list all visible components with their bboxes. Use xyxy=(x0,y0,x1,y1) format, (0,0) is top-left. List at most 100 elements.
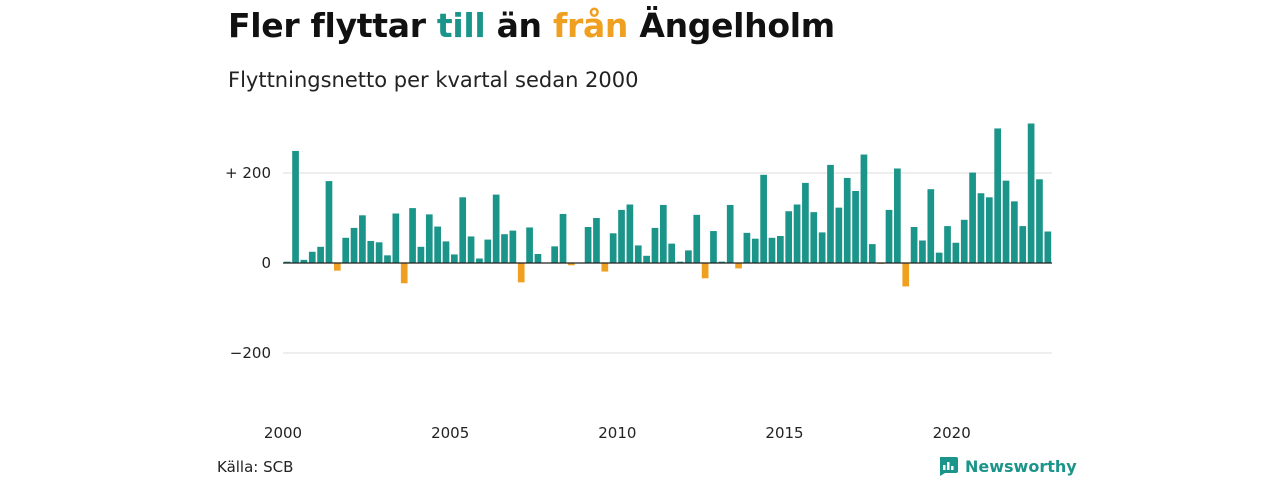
bar xyxy=(969,172,976,263)
newsworthy-icon xyxy=(940,457,958,476)
bar xyxy=(685,250,692,263)
bar xyxy=(283,261,291,263)
bar xyxy=(868,244,876,263)
bar xyxy=(317,246,324,263)
bar xyxy=(919,240,926,263)
bar xyxy=(643,255,650,263)
bar xyxy=(292,150,299,263)
bar xyxy=(476,258,483,263)
bar xyxy=(300,259,308,263)
bar xyxy=(935,252,943,263)
bar xyxy=(777,236,784,263)
bar xyxy=(626,204,634,263)
bar xyxy=(902,263,910,287)
y-tick-label: 0 xyxy=(261,254,271,272)
bar xyxy=(726,204,734,263)
bar xyxy=(551,246,558,263)
bar xyxy=(618,209,625,263)
bar xyxy=(409,208,416,263)
bar xyxy=(843,177,851,263)
bar xyxy=(835,207,843,263)
bar xyxy=(802,182,809,263)
bar xyxy=(593,218,600,263)
bar xyxy=(768,237,776,263)
bar xyxy=(367,240,375,263)
bar xyxy=(568,263,575,266)
title-part-till: till xyxy=(436,6,486,45)
title-part-1: Fler flyttar xyxy=(228,6,437,45)
bar xyxy=(375,242,383,263)
bar xyxy=(1002,180,1010,263)
bar xyxy=(308,251,316,263)
bar xyxy=(1044,231,1052,263)
bar xyxy=(467,236,475,263)
bar xyxy=(534,254,542,263)
bar xyxy=(676,261,684,263)
bar xyxy=(651,227,659,263)
bar xyxy=(960,219,968,263)
bar xyxy=(459,197,467,263)
bar xyxy=(852,191,859,263)
bar xyxy=(501,234,508,263)
bar xyxy=(325,181,333,263)
bar xyxy=(609,233,617,263)
bar xyxy=(894,168,901,263)
bar xyxy=(910,227,918,263)
bar xyxy=(751,238,759,263)
bar xyxy=(818,232,826,263)
y-tick-label: + 200 xyxy=(225,164,271,182)
bar xyxy=(384,255,391,263)
bar xyxy=(350,227,358,263)
bar xyxy=(1011,201,1018,263)
bar xyxy=(333,263,341,271)
title-part-fran: från xyxy=(552,6,629,45)
chart-title: Fler flyttar till än från Ängelholm xyxy=(228,6,835,45)
bar xyxy=(927,189,935,263)
title-part-3: än xyxy=(485,6,553,45)
bar xyxy=(885,209,893,263)
bar xyxy=(442,241,450,263)
bar xyxy=(509,230,517,263)
bar xyxy=(517,263,525,283)
bar xyxy=(392,213,400,263)
bar xyxy=(668,243,676,263)
bar xyxy=(952,242,960,263)
x-tick-label: 2005 xyxy=(431,424,469,442)
bar xyxy=(1019,226,1027,263)
title-part-5: Ängelholm xyxy=(628,6,835,45)
brand-logo[interactable]: Newsworthy xyxy=(937,455,1077,477)
chart-subtitle: Flyttningsnetto per kvartal sedan 2000 xyxy=(228,68,639,92)
bar xyxy=(634,245,642,263)
bar xyxy=(400,263,408,284)
bar xyxy=(718,261,726,263)
brand-name: Newsworthy xyxy=(965,456,1077,476)
bar xyxy=(735,263,742,269)
bar xyxy=(985,197,993,263)
bar xyxy=(701,263,709,279)
bar xyxy=(484,239,492,263)
bar xyxy=(1027,123,1035,263)
bar xyxy=(417,246,425,263)
bar xyxy=(659,204,667,263)
bar xyxy=(760,174,767,263)
x-tick-label: 2015 xyxy=(765,424,803,442)
bar xyxy=(785,211,793,263)
bar xyxy=(492,194,500,263)
bar xyxy=(584,227,592,263)
bar xyxy=(451,254,458,263)
x-tick-label: 2000 xyxy=(264,424,302,442)
bar xyxy=(693,214,701,263)
bar xyxy=(810,212,818,263)
bar xyxy=(1036,179,1043,263)
bar xyxy=(743,232,751,263)
bar xyxy=(359,215,366,263)
bar xyxy=(559,213,567,263)
bar xyxy=(601,263,609,272)
x-tick-label: 2020 xyxy=(933,424,971,442)
bar xyxy=(425,214,433,263)
source-note: Källa: SCB xyxy=(217,458,294,476)
bar xyxy=(793,204,801,263)
bar xyxy=(994,128,1002,263)
y-tick-label: −200 xyxy=(230,344,271,362)
